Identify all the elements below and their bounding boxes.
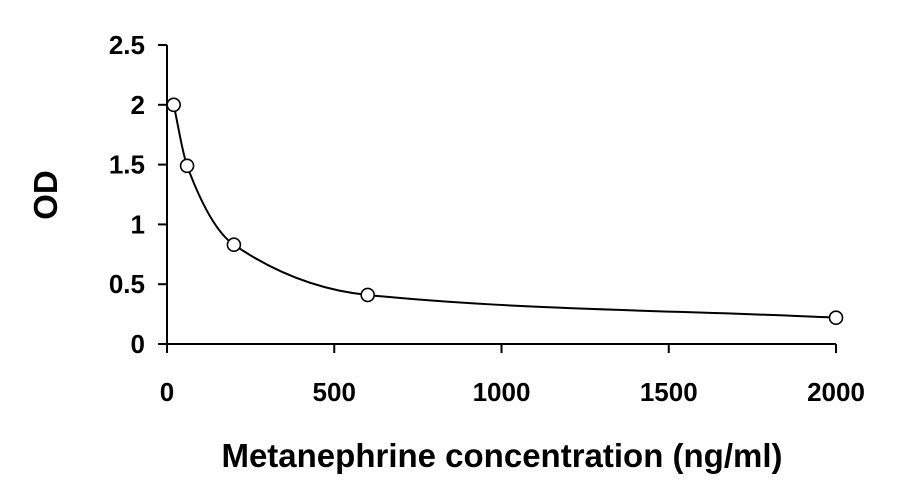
fit-curve: [172, 104, 837, 319]
y-tick-label: 0.5: [109, 269, 145, 299]
y-axis-title: OD: [27, 170, 64, 220]
plot-area: 0 0.5 1 1.5 2 2.5 0 500 1000 1500 2000: [109, 30, 865, 407]
x-tick-label: 500: [313, 377, 356, 407]
x-axis-title: Metanephrine concentration (ng/ml): [221, 437, 782, 474]
x-tick-label: 1500: [640, 377, 698, 407]
y-tick-label: 0: [131, 329, 145, 359]
data-point: [166, 97, 181, 113]
x-tick-label: 1000: [473, 377, 531, 407]
y-tick-label: 2: [131, 90, 145, 120]
data-point: [226, 237, 242, 253]
y-tick-label: 2.5: [109, 30, 145, 60]
y-tick-label: 1: [131, 209, 145, 239]
x-tick-label: 0: [160, 377, 174, 407]
data-point: [179, 158, 195, 174]
data-point: [828, 310, 844, 325]
data-point: [360, 287, 376, 303]
x-tick-label: 2000: [807, 377, 865, 407]
y-tick-label: 1.5: [109, 150, 145, 180]
